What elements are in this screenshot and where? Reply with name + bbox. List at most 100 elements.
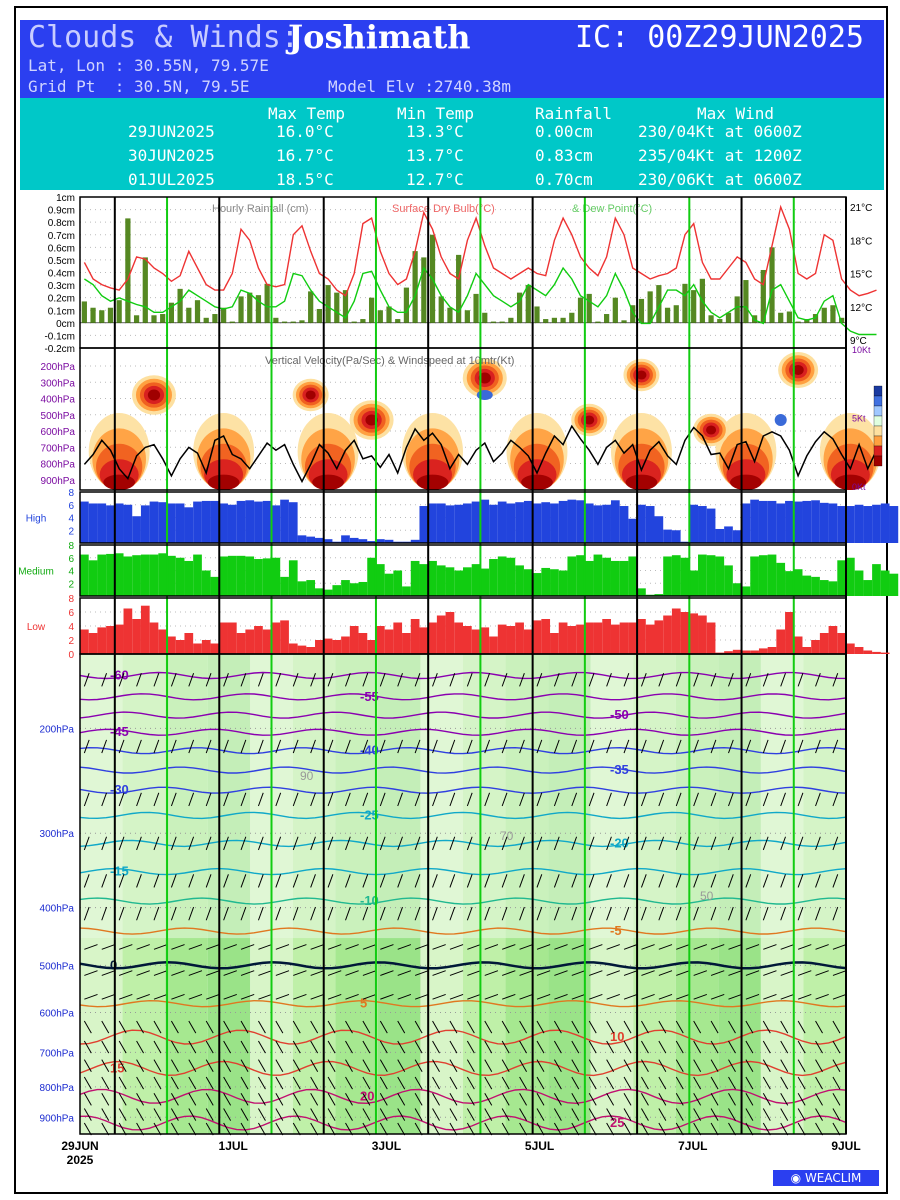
wind-barb: [292, 836, 299, 851]
wind-barb: [710, 1108, 719, 1121]
wind-barb: [327, 874, 334, 888]
cloud-bar: [375, 564, 385, 596]
wind-barb: [797, 1122, 806, 1136]
wind-barb: [275, 792, 282, 807]
cloud-bar: [219, 503, 228, 543]
wind-barb: [519, 874, 525, 888]
wind-barb: [432, 1108, 440, 1121]
wind-barb: [275, 673, 282, 687]
cloud-bar: [297, 645, 307, 654]
wind-barb: [171, 970, 185, 976]
wind-barb: [815, 1076, 823, 1090]
wind-barb: [797, 906, 804, 921]
rain-bar: [99, 310, 105, 323]
cloud-bar: [811, 500, 820, 543]
wind-barb: [641, 1108, 649, 1121]
wind-barb: [345, 944, 359, 950]
rain-ytick: 0.9cm: [48, 206, 75, 217]
cloud-bar: [880, 503, 890, 543]
daily-summary: Max Temp Min Temp Rainfall Max Wind 29JU…: [20, 98, 884, 190]
rain-ytick: -0.1cm: [44, 331, 75, 342]
cloud-bar: [576, 624, 585, 654]
wind-barb: [170, 836, 177, 851]
cloud-bar: [149, 554, 159, 596]
wind-barb: [205, 1059, 214, 1072]
wind-barb: [728, 1092, 736, 1106]
wind-barb: [432, 874, 438, 888]
cloud-bar: [175, 640, 185, 654]
wind-barb: [153, 792, 160, 807]
wind-barb: [258, 1076, 266, 1090]
wind-barb: [589, 970, 603, 976]
cloud-bar: [610, 560, 620, 596]
cloud-bar: [471, 629, 481, 654]
wind-barb: [676, 993, 690, 1000]
wind-barb: [745, 1020, 754, 1034]
wind-barb: [205, 1040, 214, 1054]
cloud-bar: [114, 624, 124, 654]
wind-barb: [240, 993, 255, 1000]
wind-barb: [484, 970, 499, 976]
cloud-bar: [454, 504, 463, 543]
cloud-bar: [227, 555, 237, 596]
temp-contour: [79, 1029, 847, 1045]
cloud-bar: [367, 640, 376, 654]
rain-bar: [264, 283, 270, 323]
wind-barb: [536, 1020, 545, 1034]
wind-barb: [449, 1040, 458, 1054]
rain-bar: [438, 296, 444, 323]
wind-barb: [832, 970, 847, 976]
wind-barb: [170, 1040, 179, 1054]
cloud-bar: [802, 500, 812, 543]
temp-contour-label: -25: [360, 807, 379, 822]
temp-contour: [79, 693, 847, 701]
cloud-bar: [715, 528, 725, 543]
wind-barb: [414, 970, 429, 976]
rain-bar: [586, 293, 592, 323]
wind-barb: [640, 739, 647, 754]
cloud-bar: [271, 622, 281, 654]
wind-barb: [275, 1092, 284, 1106]
wind-barb: [205, 673, 212, 687]
wind-barb: [588, 906, 595, 921]
wind-barb: [188, 970, 203, 976]
wind-barb: [484, 874, 491, 888]
cloud-bar: [375, 626, 385, 654]
wind-barb: [832, 673, 839, 687]
rain-bar: [107, 307, 114, 323]
cloud-bar: [680, 557, 690, 596]
wind-barb: [362, 1092, 371, 1106]
rain-ytick: 0.3cm: [48, 281, 75, 292]
wind-barb: [554, 970, 568, 976]
cloud-bar: [262, 558, 272, 596]
rain-bar: [177, 288, 183, 323]
wind-barb: [101, 1020, 110, 1034]
rh-band: [80, 654, 846, 939]
wind-barb: [170, 673, 177, 687]
wind-barb: [762, 673, 769, 687]
wind-barb: [658, 970, 673, 976]
wind-barb: [223, 1092, 232, 1106]
cloud-bar: [297, 535, 307, 543]
wind-barb: [710, 792, 717, 807]
profile-ytick: 300hPa: [40, 829, 75, 840]
wind-barb: [745, 906, 752, 921]
wind-barb: [362, 792, 369, 807]
cloud-bar: [593, 622, 603, 654]
rain-bar: [691, 290, 697, 323]
wind-barb: [310, 739, 316, 754]
wind-barb: [414, 906, 421, 921]
cloud-bar: [628, 622, 638, 654]
wind-barb: [83, 1059, 92, 1072]
wind-barb: [240, 1076, 249, 1090]
cloud-bar: [628, 556, 638, 596]
cloud-bar: [262, 500, 272, 543]
cloud-bar: [123, 504, 133, 543]
wind-barb: [467, 993, 481, 1000]
rain-bar: [186, 307, 192, 323]
wind-barb: [693, 1076, 702, 1090]
wind-barb: [658, 1040, 667, 1054]
wind-barb: [362, 673, 369, 687]
cloud-bar: [184, 560, 194, 596]
profile-ytick: 200hPa: [40, 724, 75, 735]
